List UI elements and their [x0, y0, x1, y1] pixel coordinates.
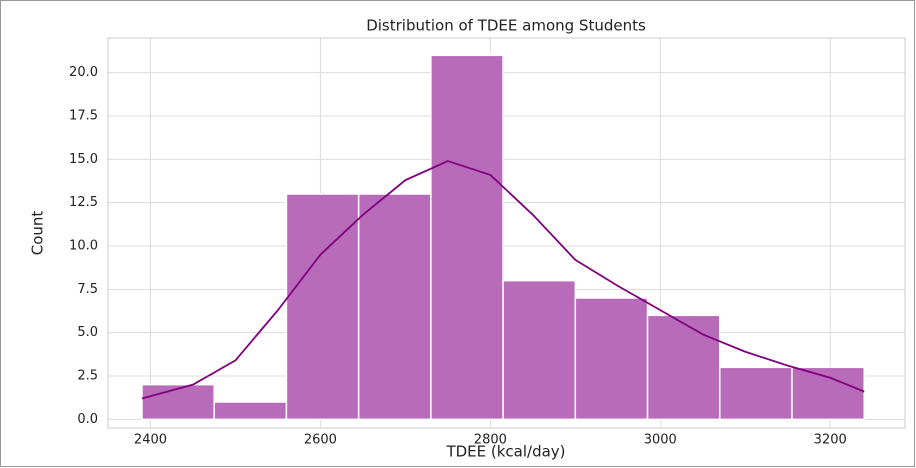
bar — [213, 401, 288, 421]
y-tick-label: 17.5 — [69, 109, 98, 124]
bar — [791, 366, 865, 421]
y-axis-label: Count — [29, 211, 47, 256]
x-axis-label: TDEE (kcal/day) — [445, 443, 565, 461]
y-tick-label: 5.0 — [77, 325, 98, 340]
x-tick-label: 3000 — [644, 433, 677, 448]
bar — [430, 54, 504, 421]
y-tick-label: 15.0 — [69, 152, 98, 167]
y-tick-label: 2.5 — [77, 369, 98, 384]
chart-title: Distribution of TDEE among Students — [366, 17, 646, 35]
x-tick-label: 2600 — [304, 433, 337, 448]
bar — [285, 193, 360, 421]
y-tick-label: 0.0 — [77, 412, 98, 427]
bar — [646, 314, 721, 421]
y-tick-label: 12.5 — [69, 195, 98, 210]
plot-area — [107, 37, 906, 429]
x-tick-label: 2800 — [474, 433, 507, 448]
bar — [574, 297, 649, 421]
y-tick-label: 7.5 — [77, 282, 98, 297]
bar — [502, 279, 577, 421]
kde-line — [141, 160, 865, 400]
y-tick-label: 10.0 — [69, 239, 98, 254]
bar — [357, 193, 432, 421]
x-tick-label: 2400 — [134, 433, 167, 448]
bar — [719, 366, 793, 421]
bars — [141, 54, 865, 421]
bar — [141, 383, 215, 421]
y-tick-label: 20.0 — [69, 65, 98, 80]
x-tick-label: 3200 — [814, 433, 847, 448]
